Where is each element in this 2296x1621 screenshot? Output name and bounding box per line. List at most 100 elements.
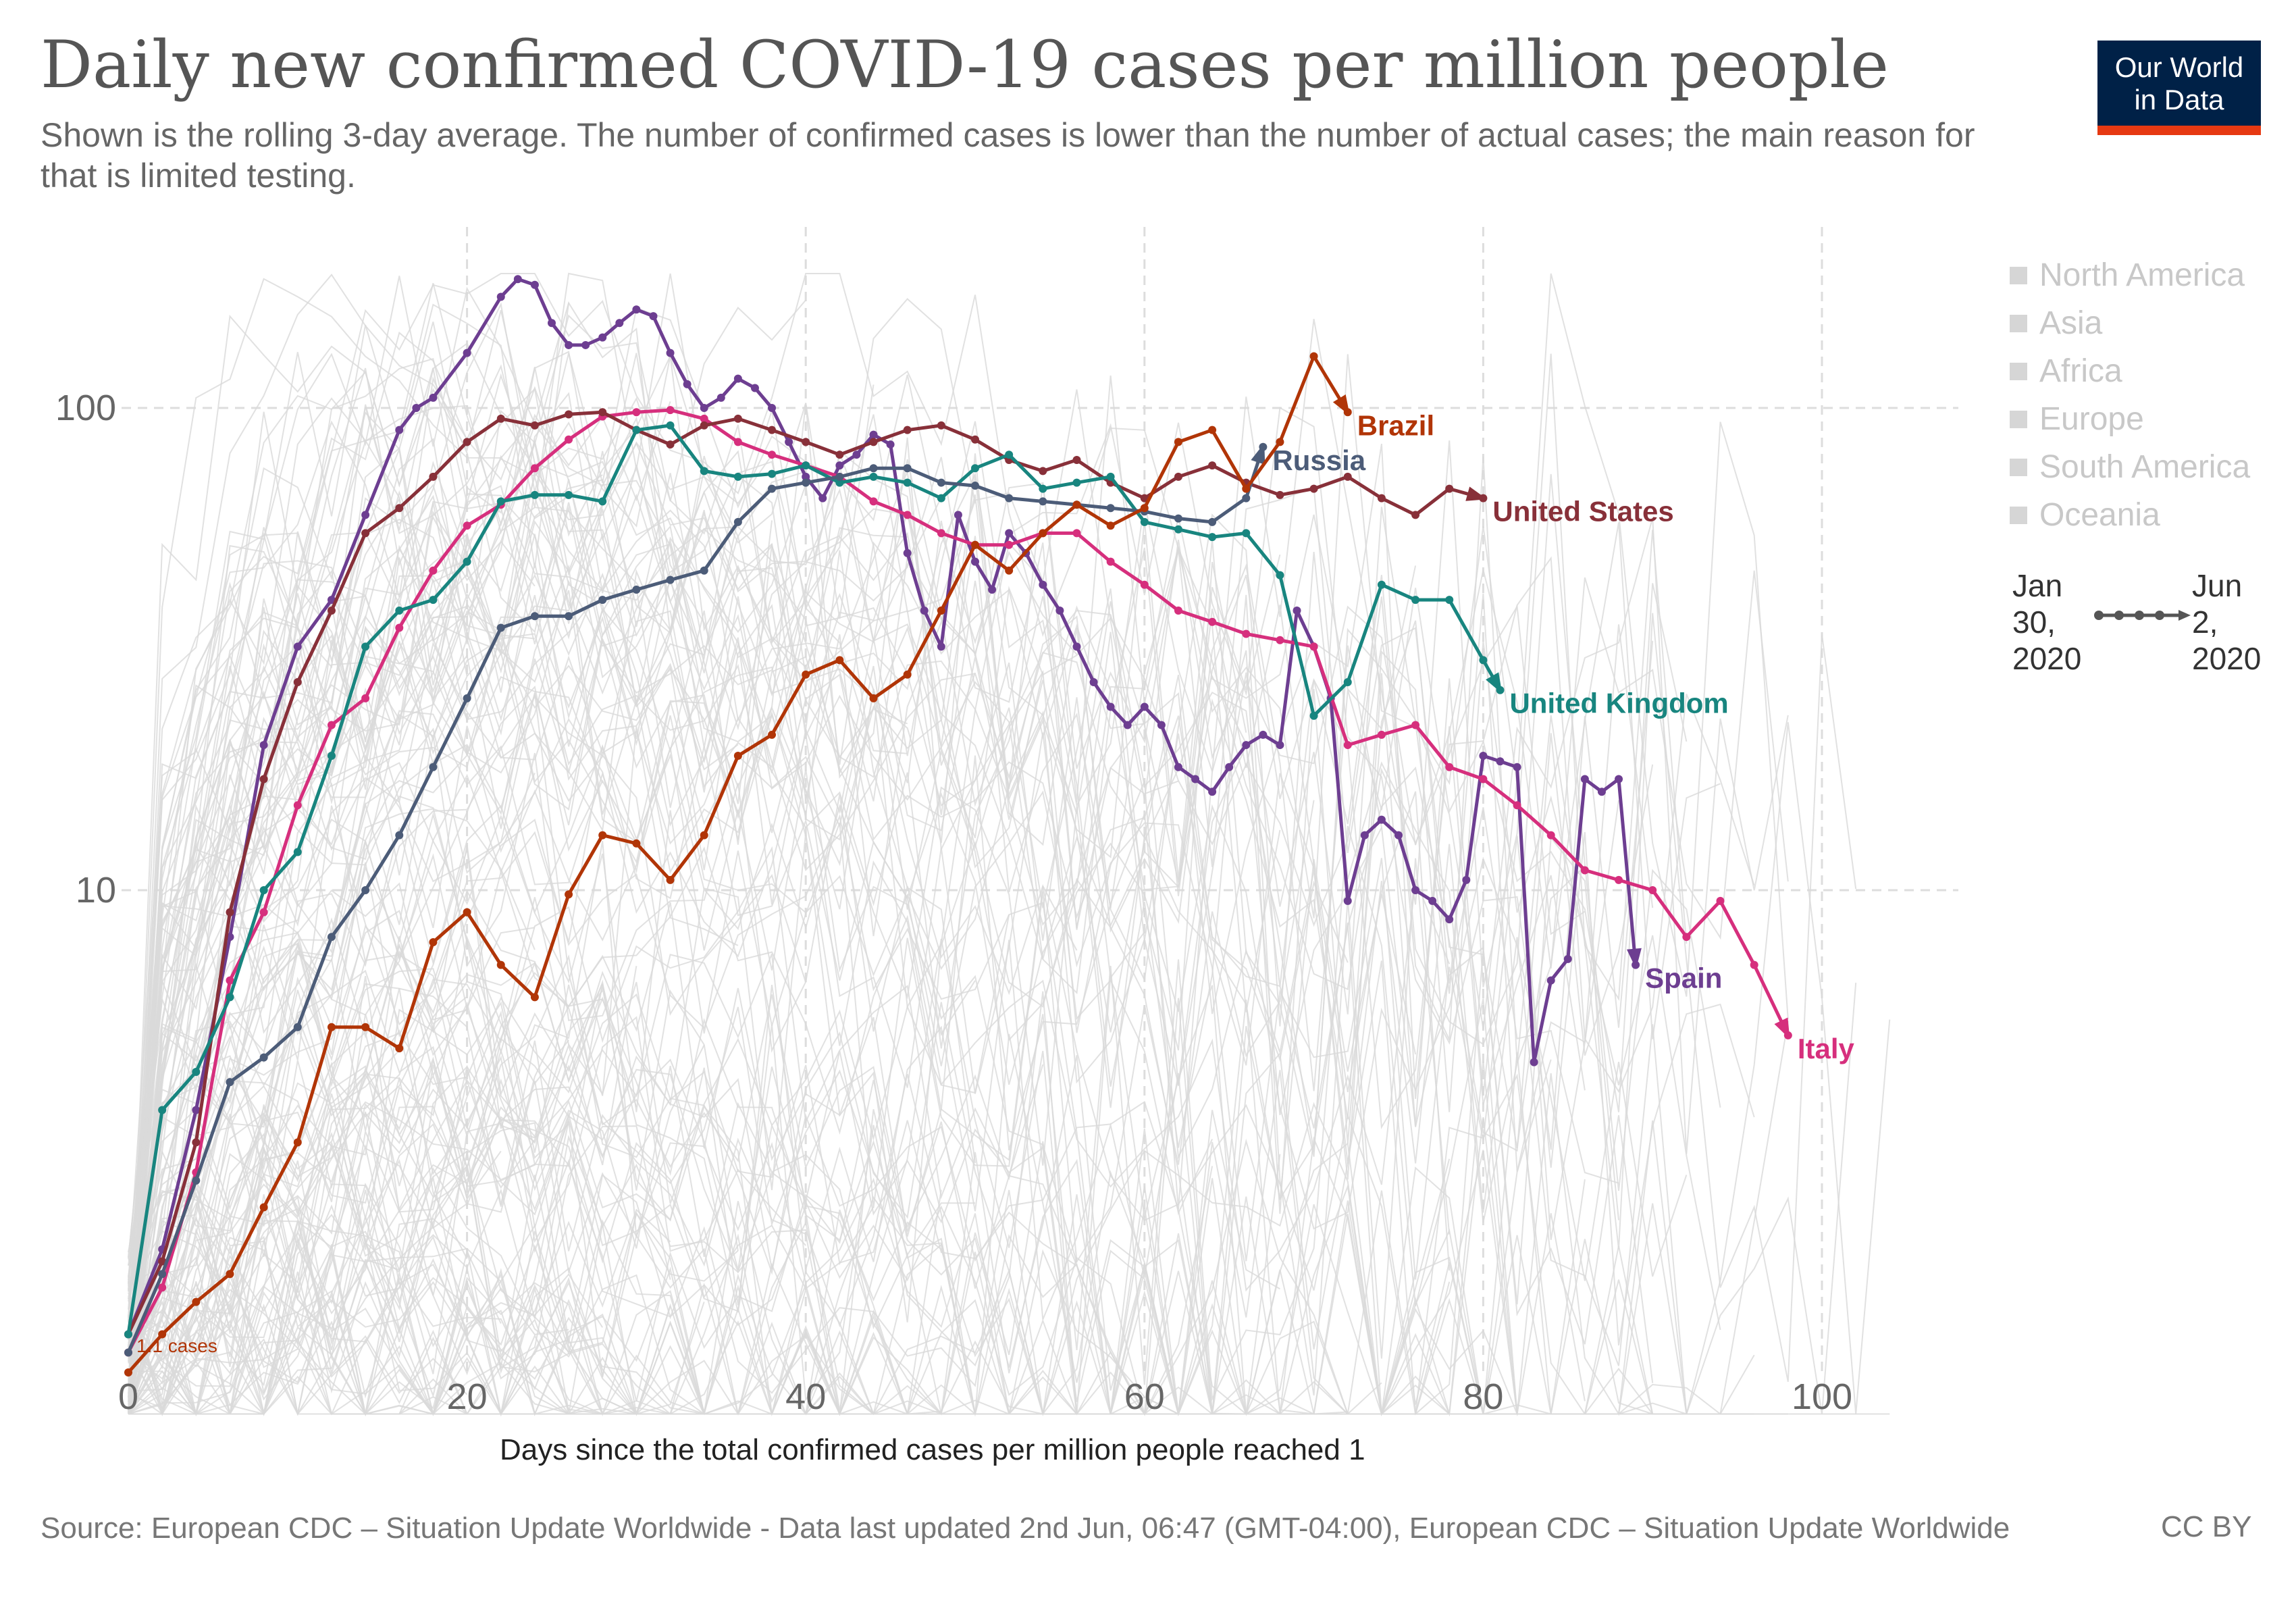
legend-swatch	[2010, 362, 2027, 380]
owid-logo[interactable]: Our World in Data	[2097, 41, 2261, 135]
timeline-start-year: 2020	[2012, 641, 2082, 676]
series-arrow	[1251, 443, 1266, 465]
series-point	[1309, 711, 1318, 720]
series-point	[1039, 529, 1047, 538]
background-series-line	[128, 331, 1654, 1414]
series-label: Brazil	[1357, 409, 1434, 441]
series-point	[429, 938, 438, 947]
background-series-line	[128, 1300, 1348, 1415]
series-point	[903, 548, 912, 557]
y-tick-label: 10	[76, 870, 116, 910]
series-point	[1580, 866, 1589, 875]
series-point	[496, 414, 505, 423]
series-point	[1005, 451, 1014, 459]
series-point	[565, 612, 573, 621]
series-point	[548, 319, 556, 328]
series-point	[1615, 875, 1623, 884]
series-point	[1242, 494, 1251, 503]
series-point	[192, 1176, 201, 1185]
series-point	[700, 421, 708, 430]
timeline-slider[interactable]	[2092, 605, 2193, 625]
series-point	[700, 414, 708, 423]
background-series-line	[128, 1146, 502, 1415]
series-point	[700, 831, 708, 840]
series-point	[1615, 775, 1623, 783]
background-series-line	[128, 353, 1281, 1414]
background-series-line	[128, 550, 976, 1394]
series-point	[903, 670, 912, 679]
series-point	[1445, 915, 1454, 924]
series-point	[1276, 741, 1284, 750]
background-series-line	[128, 1166, 1451, 1416]
legend-label: Africa	[2039, 353, 2122, 389]
series-point	[1259, 730, 1268, 739]
series-point	[1191, 775, 1200, 783]
series-point	[530, 464, 539, 473]
legend-item-south-america[interactable]: South America	[2010, 443, 2250, 491]
series-line-brazil	[127, 355, 1349, 1374]
background-series-line	[128, 342, 908, 1291]
series-point	[733, 517, 742, 526]
series-point	[768, 451, 777, 459]
series-point	[429, 393, 438, 402]
series-point	[496, 497, 505, 506]
background-series-line	[128, 696, 807, 1363]
series-point	[361, 694, 370, 702]
series-point	[259, 886, 268, 894]
series-point	[1445, 596, 1454, 604]
series-point	[1496, 757, 1505, 766]
series-point	[971, 464, 979, 473]
series-point	[1445, 763, 1454, 771]
legend-label: Asia	[2039, 305, 2103, 341]
background-series-line	[128, 1116, 1654, 1417]
background-series-line	[128, 575, 536, 1347]
x-tick-label: 0	[118, 1376, 138, 1417]
series-point	[1411, 596, 1420, 604]
background-series-line	[128, 1073, 1755, 1417]
legend-swatch	[2010, 458, 2027, 476]
series-point	[971, 482, 979, 490]
background-series-line	[128, 1209, 1179, 1417]
series-point	[1242, 484, 1251, 493]
legend-item-north-america[interactable]: North America	[2010, 251, 2250, 299]
background-series-line	[128, 732, 1214, 1410]
series-point	[802, 472, 810, 481]
series-point	[1309, 484, 1318, 493]
series-point	[750, 384, 759, 392]
series-point	[1005, 494, 1014, 503]
series-point	[818, 494, 827, 503]
legend-item-oceania[interactable]: Oceania	[2010, 491, 2250, 539]
series-point	[259, 1053, 268, 1062]
series-point	[1072, 478, 1081, 487]
series-point	[530, 612, 539, 621]
series-point	[565, 410, 573, 419]
series-point	[802, 438, 810, 446]
series-point	[463, 908, 471, 917]
legend-label: South America	[2039, 449, 2251, 485]
background-series-line	[128, 999, 1451, 1416]
series-point	[1530, 1058, 1538, 1066]
series-point	[716, 393, 725, 402]
series-point	[768, 730, 777, 739]
series-point	[802, 461, 810, 470]
series-point	[903, 464, 912, 473]
series-point	[565, 435, 573, 444]
background-series-line	[128, 446, 1857, 1382]
series-point	[327, 607, 336, 615]
timeline-control[interactable]: Jan 30, 2020 Jun 2, 2020	[2012, 567, 2269, 682]
legend-item-africa[interactable]: Africa	[2010, 347, 2250, 395]
legend-item-asia[interactable]: Asia	[2010, 299, 2250, 347]
background-series-line	[128, 272, 875, 1414]
background-series-line	[128, 351, 1078, 1318]
series-point	[632, 839, 641, 848]
series-point	[496, 623, 505, 632]
license-link[interactable]: CC BY	[2161, 1510, 2252, 1543]
series-point	[869, 464, 878, 473]
series-label: United States	[1492, 496, 1673, 528]
series-point	[852, 451, 861, 459]
series-point	[1106, 557, 1115, 566]
series-point	[395, 623, 404, 632]
series-point	[768, 469, 777, 478]
series-point	[1208, 517, 1217, 526]
legend-item-europe[interactable]: Europe	[2010, 395, 2250, 443]
